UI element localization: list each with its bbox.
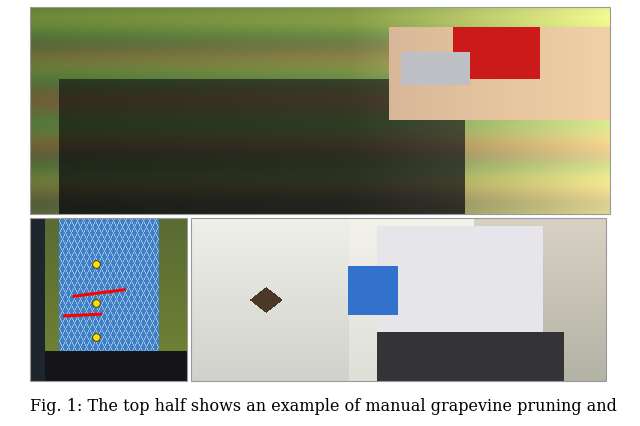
Text: Fig. 1: The top half shows an example of manual grapevine pruning and: Fig. 1: The top half shows an example of… xyxy=(30,397,617,414)
Bar xyxy=(30,219,187,381)
Bar xyxy=(30,8,610,215)
Bar xyxy=(191,219,606,381)
